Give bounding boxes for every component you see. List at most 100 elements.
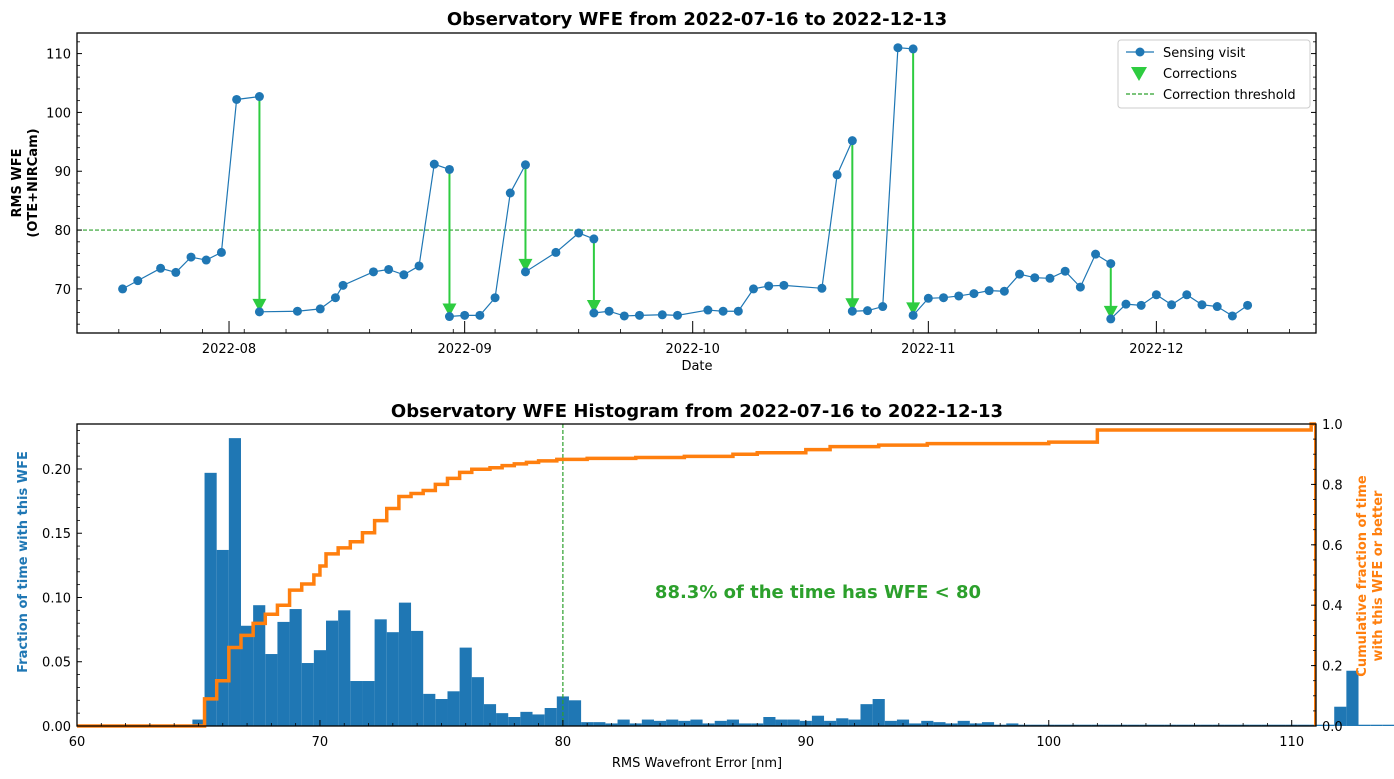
- hist-bar-55: [860, 704, 873, 726]
- legend-label-corrections: Corrections: [1163, 67, 1237, 82]
- hist-bar-27: [520, 711, 533, 726]
- correction-marker-6: [1103, 305, 1118, 319]
- hist-bar-47: [763, 717, 776, 726]
- top-title: Observatory WFE from 2022-07-16 to 2022-…: [447, 9, 947, 30]
- bot-xtick-label-60: 60: [69, 735, 86, 750]
- legend-box: [1117, 39, 1311, 109]
- sensing-point-10: [292, 306, 302, 316]
- sensing-point-60: [1060, 266, 1070, 276]
- hist-bar-29: [544, 708, 557, 726]
- hist-bar-20: [435, 699, 448, 726]
- sensing-point-22: [475, 310, 485, 320]
- top-ylabel-line2: (OTE+NIRCam): [26, 128, 41, 237]
- hist-bar-96: [1358, 724, 1371, 726]
- hist-bar-7: [277, 621, 290, 726]
- correction-marker-5: [906, 302, 921, 316]
- sensing-point-64: [1106, 314, 1116, 324]
- top-ylabel-line1: RMS WFE: [10, 149, 25, 218]
- hist-bar-25: [496, 713, 509, 726]
- sensing-point-73: [1243, 300, 1253, 310]
- hist-bar-44: [726, 719, 740, 726]
- hist-bar-1: [204, 472, 217, 726]
- sensing-point-34: [657, 310, 667, 320]
- bot-xtick-label-100: 100: [1036, 735, 1061, 750]
- hist-bar-24: [483, 704, 497, 726]
- bot-ytick-right-label-0.6: 0.6: [1322, 539, 1343, 554]
- sensing-point-25: [520, 160, 530, 170]
- sensing-point-46: [863, 306, 873, 316]
- hist-bar-23: [471, 677, 484, 726]
- hist-bar-37: [641, 719, 654, 726]
- bottom-ylabel-left: Fraction of time with this WFE: [16, 451, 31, 673]
- wfe-histogram-panel: Observatory WFE Histogram from 2022-07-1…: [16, 401, 1394, 771]
- sensing-point-5: [201, 255, 211, 265]
- hist-bar-11: [326, 620, 339, 726]
- sensing-point-70: [1197, 300, 1207, 310]
- sensing-point-68: [1167, 300, 1177, 310]
- legend-label-sensing: Sensing visit: [1163, 46, 1245, 61]
- sensing-point-40: [764, 281, 774, 291]
- sensing-point-58: [1030, 273, 1040, 283]
- hist-bar-97: [1370, 724, 1383, 726]
- cumulative-line: [77, 422, 1316, 728]
- sensing-point-31: [604, 306, 614, 316]
- sensing-point-53: [954, 291, 964, 301]
- hist-bar-48: [775, 719, 788, 726]
- hist-bar-13: [350, 681, 363, 726]
- legend-label-threshold: Correction threshold: [1163, 88, 1296, 103]
- hist-bar-98: [1382, 724, 1394, 726]
- hist-bar-16: [386, 632, 399, 726]
- sensing-point-30: [589, 308, 599, 318]
- bottom-plot-area: 0.00 0.05 0.10 0.15 0.20 0.0 0.2 0.4 0.6 0.8 1.0 60…: [42, 418, 1394, 750]
- sensing-point-47: [878, 302, 888, 312]
- sensing-point-69: [1182, 290, 1192, 300]
- sensing-point-21: [460, 310, 470, 320]
- top-plot-area: 70 80 90 100 110 2022-08 2022-09 2022-10 2022-11…: [46, 41, 1316, 357]
- sensing-point-55: [984, 286, 994, 296]
- correction-marker-4: [845, 298, 860, 312]
- sensing-point-67: [1151, 290, 1161, 300]
- sensing-point-48: [893, 43, 903, 53]
- sensing-point-39: [749, 284, 759, 294]
- hist-bar-6: [265, 654, 278, 726]
- correction-marker-3: [586, 300, 601, 313]
- hist-bar-43: [714, 720, 727, 726]
- sensing-point-6: [216, 247, 226, 257]
- hist-bar-57: [884, 720, 897, 726]
- top-legend: Sensing visit Corrections Correction thr…: [1117, 39, 1311, 109]
- sensing-point-66: [1136, 300, 1146, 310]
- hist-bar-33: [593, 722, 606, 726]
- hist-bar-58: [896, 719, 910, 726]
- sensing-point-65: [1121, 299, 1131, 309]
- sensing-point-38: [733, 306, 743, 316]
- sensing-point-50: [908, 310, 918, 320]
- sensing-point-9: [254, 307, 264, 317]
- hist-bar-95: [1346, 670, 1359, 726]
- sensing-point-51: [923, 293, 933, 303]
- sensing-point-49: [908, 44, 918, 54]
- bot-ytick-right-label-0.4: 0.4: [1322, 599, 1343, 614]
- sensing-point-32: [619, 311, 629, 321]
- hist-bar-18: [411, 630, 424, 726]
- top-xtick-label-2022-11: 2022-11: [901, 342, 955, 357]
- hist-bar-19: [423, 693, 436, 726]
- sensing-point-72: [1227, 311, 1237, 321]
- hist-bar-9: [301, 663, 314, 726]
- sensing-point-4: [186, 252, 196, 262]
- hist-bar-28: [532, 714, 545, 726]
- hist-bar-93: [1322, 724, 1335, 726]
- bot-ytick-right-label-0.0: 0.0: [1322, 720, 1343, 735]
- sensing-point-71: [1212, 302, 1222, 312]
- sensing-point-52: [939, 293, 949, 303]
- bot-xtick-label-90: 90: [798, 735, 815, 750]
- bottom-title: Observatory WFE Histogram from 2022-07-1…: [391, 401, 1003, 422]
- sensing-point-44: [847, 136, 857, 146]
- top-ytick-label-100: 100: [46, 106, 71, 121]
- bot-ytick-label-0.20: 0.20: [42, 463, 71, 478]
- hist-bar-30: [556, 696, 569, 726]
- sensing-point-20: [444, 312, 454, 322]
- sensing-point-17: [414, 261, 424, 271]
- sensing-point-56: [999, 286, 1009, 296]
- sensing-point-0: [118, 284, 128, 294]
- sensing-point-7: [232, 94, 242, 104]
